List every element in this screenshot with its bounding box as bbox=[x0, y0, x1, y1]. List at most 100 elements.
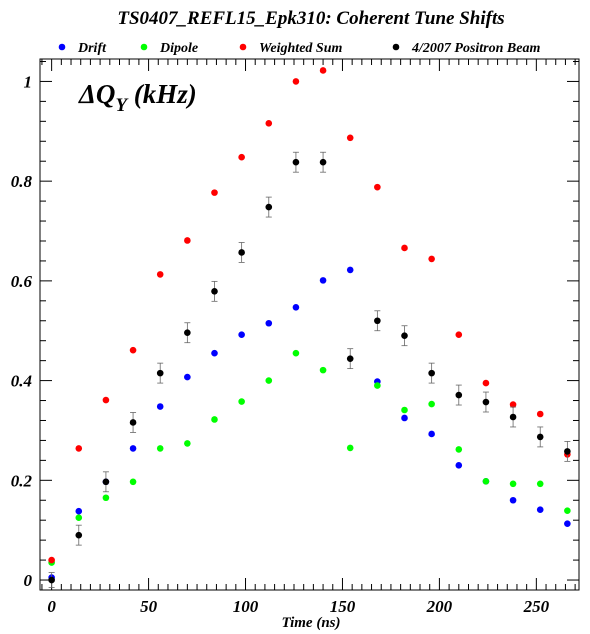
data-point bbox=[75, 514, 83, 522]
data-point bbox=[428, 400, 435, 408]
data-point bbox=[102, 494, 110, 502]
data-point bbox=[238, 249, 245, 256]
data-point bbox=[319, 67, 327, 74]
annotation-unit: (kHz) bbox=[127, 79, 197, 109]
legend-label: Dipole bbox=[159, 41, 198, 56]
y-tick-label: 0.6 bbox=[11, 272, 33, 291]
data-point bbox=[346, 266, 354, 274]
data-point bbox=[184, 373, 191, 381]
x-tick-label: 150 bbox=[330, 597, 356, 616]
y-tick-label: 0.4 bbox=[11, 372, 32, 391]
data-point bbox=[564, 507, 571, 515]
legend-marker bbox=[140, 43, 148, 51]
y-tick-label: 0.2 bbox=[11, 471, 33, 490]
data-point bbox=[482, 478, 490, 485]
data-point bbox=[564, 448, 571, 455]
data-point bbox=[319, 366, 327, 374]
data-point bbox=[346, 355, 354, 362]
legend-marker bbox=[392, 43, 400, 51]
legend-marker bbox=[239, 43, 247, 51]
data-point bbox=[564, 520, 571, 527]
data-point bbox=[129, 419, 137, 426]
chart-title: TS0407_REFL15_Epk310: Coherent Tune Shif… bbox=[117, 8, 504, 29]
data-point bbox=[509, 480, 517, 488]
x-tick-label: 50 bbox=[140, 597, 158, 616]
data-point bbox=[401, 244, 408, 252]
data-point bbox=[509, 496, 517, 504]
data-point bbox=[129, 346, 137, 354]
data-marks bbox=[48, 67, 571, 588]
data-point bbox=[428, 369, 435, 377]
data-point bbox=[455, 462, 463, 469]
data-point bbox=[292, 349, 300, 357]
data-point bbox=[184, 440, 191, 447]
y-tick-label: 1 bbox=[24, 72, 33, 91]
data-point bbox=[374, 317, 381, 325]
data-point bbox=[346, 134, 354, 142]
data-point bbox=[156, 369, 164, 377]
x-tick-label: 0 bbox=[47, 597, 56, 616]
data-point bbox=[455, 391, 463, 399]
data-point bbox=[265, 203, 273, 211]
annotation-subscript: Y bbox=[115, 95, 129, 116]
data-point bbox=[211, 416, 218, 423]
x-tick-label: 100 bbox=[233, 597, 259, 616]
data-point bbox=[102, 396, 110, 404]
data-point bbox=[319, 277, 327, 284]
data-point bbox=[184, 237, 191, 244]
data-point bbox=[238, 398, 245, 405]
data-point bbox=[536, 410, 544, 418]
data-point bbox=[428, 430, 435, 438]
data-point bbox=[401, 414, 408, 422]
data-point bbox=[482, 398, 490, 406]
data-point bbox=[455, 331, 463, 339]
y-tick-label: 0.8 bbox=[11, 172, 33, 191]
series-dipole bbox=[48, 349, 571, 566]
x-tick-label: 250 bbox=[523, 597, 550, 616]
x-axis-title: Time (ns) bbox=[281, 615, 340, 631]
data-point bbox=[509, 413, 517, 421]
data-point bbox=[265, 377, 273, 384]
data-point bbox=[292, 78, 300, 85]
legend: Drift Dipole Weighted Sum 4/2007 Positron B… bbox=[58, 41, 540, 56]
series-4-2007-positron-beam bbox=[48, 151, 571, 588]
data-point bbox=[265, 319, 273, 327]
data-point bbox=[238, 153, 245, 161]
data-point bbox=[292, 303, 300, 311]
data-point bbox=[211, 288, 218, 295]
data-point bbox=[48, 556, 55, 564]
data-point bbox=[48, 576, 55, 584]
delta-qy-annotation: ΔQY (kHz) bbox=[78, 79, 197, 116]
x-tick-label: 200 bbox=[426, 597, 453, 616]
data-point bbox=[156, 445, 164, 452]
legend-label: 4/2007 Positron Beam bbox=[411, 41, 540, 56]
data-point bbox=[156, 403, 164, 410]
data-point bbox=[265, 120, 273, 127]
data-point bbox=[428, 255, 435, 263]
data-point bbox=[482, 379, 490, 387]
data-point bbox=[156, 271, 164, 278]
data-point bbox=[102, 478, 110, 486]
data-point bbox=[346, 444, 354, 452]
data-point bbox=[129, 478, 137, 486]
plot-frame bbox=[39, 58, 580, 591]
axes: 0 50 100 150 200 250 0 0.2 0.4 0.6 0.8 1 bbox=[11, 59, 579, 616]
data-point bbox=[374, 183, 381, 191]
data-point bbox=[75, 507, 83, 515]
data-point bbox=[238, 331, 245, 339]
data-point bbox=[455, 446, 463, 453]
data-point bbox=[75, 531, 83, 539]
data-point bbox=[536, 433, 544, 441]
y-tick-label: 0 bbox=[24, 571, 33, 590]
data-point bbox=[211, 189, 218, 196]
series-weighted-sum bbox=[48, 67, 571, 564]
data-point bbox=[509, 401, 517, 408]
data-point bbox=[211, 349, 218, 357]
legend-label: Weighted Sum bbox=[259, 41, 342, 56]
legend-marker bbox=[58, 43, 66, 51]
data-point bbox=[536, 480, 544, 488]
data-point bbox=[75, 445, 83, 452]
data-point bbox=[536, 506, 544, 514]
data-point bbox=[129, 445, 137, 452]
